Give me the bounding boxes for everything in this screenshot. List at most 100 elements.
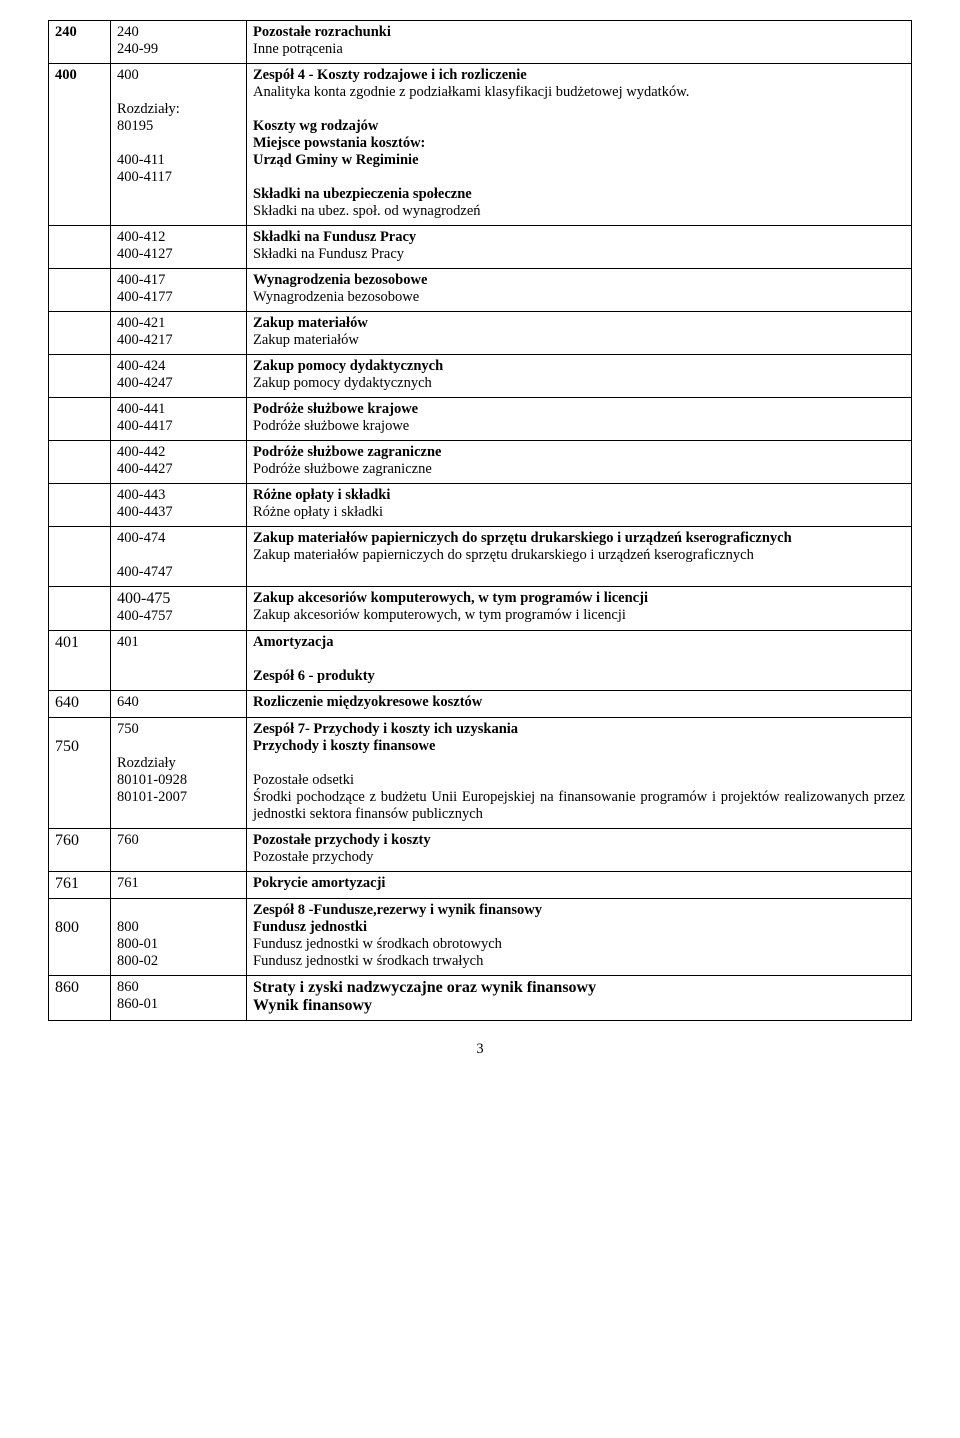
col-description: Rozliczenie międzyokresowe kosztów <box>247 691 912 718</box>
cell-line: 401 <box>117 634 240 651</box>
cell-line: Środki pochodzące z budżetu Unii Europej… <box>253 789 905 823</box>
col-account-main <box>49 587 111 631</box>
cell-line: 860-01 <box>117 996 240 1013</box>
cell-line: 400 <box>55 67 104 84</box>
cell-line <box>117 84 240 101</box>
cell-line: 400-4117 <box>117 169 240 186</box>
cell-line: 80195 <box>117 118 240 135</box>
cell-line: 400-4217 <box>117 332 240 349</box>
cell-line: Analityka konta zgodnie z podziałkami kl… <box>253 84 905 101</box>
cell-heading: Straty i zyski nadzwyczajne oraz wynik f… <box>253 979 905 997</box>
cell-line: 400-441 <box>117 401 240 418</box>
col-account-main <box>49 484 111 527</box>
col-description: Pokrycie amortyzacji <box>247 872 912 899</box>
col-account-sub: 860860-01 <box>111 976 247 1021</box>
cell-line <box>253 101 905 118</box>
col-account-sub: 400-421400-4217 <box>111 312 247 355</box>
col-description: Zespół 8 -Fundusze,rezerwy i wynik finan… <box>247 899 912 976</box>
cell-line: 800 <box>55 919 104 937</box>
cell-heading: Różne opłaty i składki <box>253 487 905 504</box>
cell-line: 400-4757 <box>117 608 240 625</box>
cell-line: Urząd Gminy w Regiminie <box>253 152 905 169</box>
col-account-main: 240 <box>49 21 111 64</box>
cell-line: 400-4247 <box>117 375 240 392</box>
cell-heading: Zespół 4 - Koszty rodzajowe i ich rozlic… <box>253 67 905 84</box>
cell-line: Miejsce powstania kosztów: <box>253 135 905 152</box>
cell-heading: Zespół 8 -Fundusze,rezerwy i wynik finan… <box>253 902 905 919</box>
cell-heading: Rozliczenie międzyokresowe kosztów <box>253 694 905 711</box>
cell-line: Wynagrodzenia bezosobowe <box>253 289 905 306</box>
page-number: 3 <box>48 1041 912 1058</box>
cell-line: 860 <box>117 979 240 996</box>
cell-line: 400-424 <box>117 358 240 375</box>
col-account-main: 401 <box>49 631 111 691</box>
cell-line <box>117 547 240 564</box>
col-account-sub: 640 <box>111 691 247 718</box>
cell-line: Fundusz jednostki w środkach obrotowych <box>253 936 905 953</box>
cell-line: 400-417 <box>117 272 240 289</box>
cell-line: Rozdziały <box>117 755 240 772</box>
cell-line: Pozostałe odsetki <box>253 772 905 789</box>
cell-line: 750 <box>55 738 104 756</box>
cell-line: 400-411 <box>117 152 240 169</box>
col-description: Pozostałe przychody i kosztyPozostałe pr… <box>247 829 912 872</box>
col-account-main <box>49 269 111 312</box>
cell-line: Podróże służbowe zagraniczne <box>253 461 905 478</box>
col-account-main <box>49 527 111 587</box>
cell-line <box>253 755 905 772</box>
cell-line: 750 <box>117 721 240 738</box>
col-account-sub: 401 <box>111 631 247 691</box>
col-account-main: 750 <box>49 718 111 829</box>
col-account-main: 760 <box>49 829 111 872</box>
cell-line: Fundusz jednostki <box>253 919 905 936</box>
cell-line: 400 <box>117 67 240 84</box>
cell-heading: Podróże służbowe krajowe <box>253 401 905 418</box>
col-description: Amortyzacja Zespół 6 - produkty <box>247 631 912 691</box>
cell-line: 400-475 <box>117 590 240 608</box>
cell-line: 760 <box>55 832 104 850</box>
cell-line: Inne potrącenia <box>253 41 905 58</box>
cell-line <box>55 902 104 919</box>
cell-line: 400-4427 <box>117 461 240 478</box>
cell-line: Składki na ubezpieczenia społeczne <box>253 186 905 203</box>
col-description: Zespół 7- Przychody i koszty ich uzyskan… <box>247 718 912 829</box>
col-account-sub: 400-442400-4427 <box>111 441 247 484</box>
col-account-sub: 400-474 400-4747 <box>111 527 247 587</box>
cell-line: Składki na ubez. społ. od wynagrodzeń <box>253 203 905 220</box>
col-description: Podróże służbowe zagranicznePodróże służ… <box>247 441 912 484</box>
cell-heading: Pozostałe przychody i koszty <box>253 832 905 849</box>
col-account-sub: 400-412400-4127 <box>111 226 247 269</box>
col-account-main: 761 <box>49 872 111 899</box>
col-account-main <box>49 355 111 398</box>
col-account-main <box>49 226 111 269</box>
cell-heading: Wynagrodzenia bezosobowe <box>253 272 905 289</box>
cell-line: 800-02 <box>117 953 240 970</box>
cell-line: 761 <box>55 875 104 893</box>
col-account-sub: 800800-01800-02 <box>111 899 247 976</box>
cell-line: 400-421 <box>117 315 240 332</box>
cell-heading: Składki na Fundusz Pracy <box>253 229 905 246</box>
cell-line: 240-99 <box>117 41 240 58</box>
cell-line <box>55 721 104 738</box>
col-description: Podróże służbowe krajowePodróże służbowe… <box>247 398 912 441</box>
cell-heading: Pozostałe rozrachunki <box>253 24 905 41</box>
cell-line: 400-4437 <box>117 504 240 521</box>
cell-line: 400-412 <box>117 229 240 246</box>
col-account-sub: 750 Rozdziały80101-092880101-2007 <box>111 718 247 829</box>
cell-line: 400-443 <box>117 487 240 504</box>
cell-line <box>117 902 240 919</box>
cell-line: Koszty wg rodzajów <box>253 118 905 135</box>
cell-line: Różne opłaty i składki <box>253 504 905 521</box>
col-description: Składki na Fundusz PracySkładki na Fundu… <box>247 226 912 269</box>
cell-line: 400-4127 <box>117 246 240 263</box>
col-description: Zespół 4 - Koszty rodzajowe i ich rozlic… <box>247 64 912 226</box>
col-account-main: 800 <box>49 899 111 976</box>
cell-line: Zakup akcesoriów komputerowych, w tym pr… <box>253 607 905 624</box>
col-account-main <box>49 312 111 355</box>
cell-heading: Amortyzacja <box>253 634 905 651</box>
cell-line: Składki na Fundusz Pracy <box>253 246 905 263</box>
col-description: Zakup akcesoriów komputerowych, w tym pr… <box>247 587 912 631</box>
col-account-sub: 400-441400-4417 <box>111 398 247 441</box>
cell-line: Wynik finansowy <box>253 997 905 1015</box>
cell-line: 400-474 <box>117 530 240 547</box>
